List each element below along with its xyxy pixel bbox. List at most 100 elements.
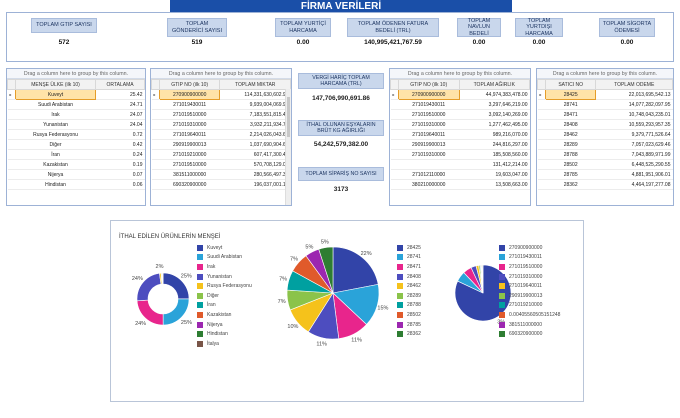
table-row[interactable]: 28289 7,057,023,629.46 (537, 139, 673, 150)
table-cell[interactable]: 271019310000 (398, 119, 459, 130)
table-cell[interactable]: 28788 (545, 149, 596, 160)
table-cell[interactable] (398, 159, 459, 170)
table-cell[interactable]: 989,216,070.00 (459, 129, 530, 140)
legend-item[interactable]: Nijerya (197, 320, 252, 330)
legend-item[interactable]: Irak (197, 262, 252, 272)
legend-item[interactable]: 28502 (397, 310, 421, 320)
table-cell[interactable]: 28362 (545, 179, 596, 190)
table-cell[interactable]: 131,412,214.00 (459, 159, 530, 170)
legend-item[interactable]: 381511000000 (499, 320, 560, 330)
table-cell[interactable]: 13,508,663.00 (459, 179, 530, 190)
table-cell[interactable]: 28425 (544, 89, 597, 100)
table-cell[interactable]: 9,939,004,069.95 (219, 99, 291, 110)
legend-item[interactable]: 28462 (397, 281, 421, 291)
table-cell[interactable]: Kuveyt (14, 89, 97, 100)
table-row[interactable]: 271019510000 7,183,551,815.44 (151, 109, 291, 120)
table-cell[interactable]: 28462 (545, 129, 596, 140)
table-cell[interactable]: 0.19 (95, 159, 145, 170)
legend-item[interactable]: 690320900000 (499, 329, 560, 339)
legend-item[interactable]: Suudi Arabistan (197, 253, 252, 263)
table-cell[interactable]: 22,013,695,542.13 (595, 89, 673, 100)
table-cell[interactable]: 3,092,140,269.00 (459, 109, 530, 120)
legend-item[interactable]: 290919900013 (499, 291, 560, 301)
table-row[interactable]: Hindistan 0.06 (7, 179, 145, 190)
legend-item[interactable]: 271019640011 (499, 281, 560, 291)
table-cell[interactable]: 196,037,001.14 (219, 179, 291, 190)
table-cell[interactable]: 28471 (545, 109, 596, 120)
legend-item[interactable]: İran (197, 301, 252, 311)
table-cell[interactable]: 244,816,297.00 (459, 139, 530, 150)
legend-item[interactable]: Hindistan (197, 329, 252, 339)
table-cell[interactable]: 114,331,630,602.95 (219, 89, 291, 100)
table-row[interactable]: 271019430011 9,939,004,069.95 (151, 99, 291, 110)
legend-item[interactable]: 271019430011 (499, 253, 560, 263)
table-cell[interactable]: 28502 (545, 159, 596, 170)
table-cell[interactable]: 607,417,300.48 (219, 149, 291, 160)
table-cell[interactable]: 0.24 (95, 149, 145, 160)
table-cell[interactable]: 25.42 (95, 89, 145, 100)
table-cell[interactable]: 6,448,525,290.55 (595, 159, 673, 170)
table-cell[interactable]: 28408 (545, 119, 596, 130)
table-cell[interactable]: Kazakistan (15, 159, 96, 170)
legend-item[interactable]: 271019210000 (499, 301, 560, 311)
table-row[interactable]: Nijerya 0.07 (7, 169, 145, 180)
table-cell[interactable]: 7,183,551,815.44 (219, 109, 291, 120)
table-cell[interactable]: 28741 (545, 99, 596, 110)
table-cell[interactable]: 271012110000 (398, 169, 459, 180)
legend-item[interactable]: 270900900000 (499, 243, 560, 253)
table-row[interactable]: 381511000000 280,566,497.30 (151, 169, 291, 180)
table-row[interactable]: ▸ 270900900000 114,331,630,602.95 (151, 89, 291, 100)
table-cell[interactable]: 10,748,043,235.01 (595, 109, 673, 120)
table-cell[interactable]: 14,077,282,097.95 (595, 99, 673, 110)
table-row[interactable]: Diğer 0.42 (7, 139, 145, 150)
table-row[interactable]: Yunanistan 24.04 (7, 119, 145, 130)
legend-item[interactable]: İtalya (197, 339, 252, 349)
table-row[interactable]: 28502 6,448,525,290.55 (537, 159, 673, 170)
table-cell[interactable]: 44,974,383,478.00 (459, 89, 530, 100)
table-cell[interactable]: 380210000000 (398, 179, 459, 190)
table-cell[interactable]: 0.42 (95, 139, 145, 150)
table-cell[interactable]: 2,214,026,043.64 (219, 129, 291, 140)
table-row[interactable]: 271019310000 3,932,211,934.74 (151, 119, 291, 130)
table-row[interactable]: 380210000000 13,508,663.00 (390, 179, 530, 190)
table-cell[interactable]: 3,932,211,934.74 (219, 119, 291, 130)
table-cell[interactable]: 381511000000 (159, 169, 220, 180)
table-row[interactable]: 131,412,214.00 (390, 159, 530, 170)
table-cell[interactable]: 271019430011 (398, 99, 459, 110)
column-header[interactable]: GTIP NO (ilk 10) (158, 79, 221, 90)
column-header[interactable]: GTIP NO (ilk 10) (397, 79, 460, 90)
table-cell[interactable]: Suudi Arabistan (15, 99, 96, 110)
legend-item[interactable]: Kuveyt (197, 243, 252, 253)
table-cell[interactable]: Rusya Federasyonu (15, 129, 96, 140)
pie-slice[interactable] (332, 246, 379, 294)
legend-item[interactable]: Yunanistan (197, 272, 252, 282)
group-drop-area[interactable]: Drag a column here to group by this colu… (537, 69, 673, 79)
table-row[interactable]: 28785 4,881,951,906.01 (537, 169, 673, 180)
legend-item[interactable]: 28785 (397, 320, 421, 330)
legend-item[interactable]: 0.00405560505151248 (499, 310, 560, 320)
table-cell[interactable]: 24.04 (95, 119, 145, 130)
table-cell[interactable]: 4,464,197,277.08 (595, 179, 673, 190)
table-row[interactable]: 271019310000 1,277,462,495.00 (390, 119, 530, 130)
table-row[interactable]: 28362 4,464,197,277.08 (537, 179, 673, 190)
table-cell[interactable]: 28289 (545, 139, 596, 150)
table-row[interactable]: 271019210000 607,417,300.48 (151, 149, 291, 160)
table-cell[interactable]: 290919900013 (159, 139, 220, 150)
legend-item[interactable]: Kazakistan (197, 310, 252, 320)
table-row[interactable]: Suudi Arabistan 24.71 (7, 99, 145, 110)
table-row[interactable]: 28788 7,043,889,971.99 (537, 149, 673, 160)
scroll-thumb[interactable] (287, 97, 290, 137)
table-cell[interactable]: 1,037,690,904.64 (219, 139, 291, 150)
table-row[interactable]: ▸ Kuveyt 25.42 (7, 89, 145, 100)
table-row[interactable]: 271012110000 19,603,047.00 (390, 169, 530, 180)
table-cell[interactable]: 24.71 (95, 99, 145, 110)
table-row[interactable]: 271019640011 989,216,070.00 (390, 129, 530, 140)
table-cell[interactable]: 690320900000 (159, 179, 220, 190)
table-cell[interactable]: 271019310000 (159, 119, 220, 130)
table-cell[interactable]: 271019510000 (159, 109, 220, 120)
table-row[interactable]: 690320900000 196,037,001.14 (151, 179, 291, 190)
table-row[interactable]: ▸ 270900900000 44,974,383,478.00 (390, 89, 530, 100)
legend-item[interactable]: Diğer (197, 291, 252, 301)
table-cell[interactable]: 570,708,129.06 (219, 159, 291, 170)
table-cell[interactable]: 7,057,023,629.46 (595, 139, 673, 150)
